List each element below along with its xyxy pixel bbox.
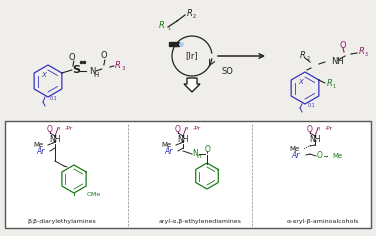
Text: 1: 1	[333, 84, 336, 88]
Text: NH: NH	[331, 58, 344, 67]
Text: n: n	[185, 126, 189, 131]
Text: O: O	[307, 126, 313, 135]
Text: R: R	[115, 62, 121, 71]
Text: X: X	[299, 79, 303, 85]
Text: R: R	[159, 21, 165, 30]
Text: 3: 3	[365, 52, 368, 58]
Text: R: R	[187, 8, 193, 17]
Bar	[5, 121, 371, 228]
Text: S: S	[72, 65, 80, 75]
Text: H: H	[93, 72, 99, 78]
Text: R: R	[327, 80, 333, 88]
Text: NH: NH	[49, 135, 61, 143]
Text: Me: Me	[162, 142, 172, 148]
Polygon shape	[184, 78, 200, 92]
Text: -Pr: -Pr	[65, 126, 73, 131]
Text: 3: 3	[121, 66, 124, 71]
Text: Me: Me	[290, 146, 300, 152]
Text: 2: 2	[193, 13, 196, 18]
Text: N: N	[89, 67, 95, 76]
Text: -Pr: -Pr	[193, 126, 202, 131]
Text: R: R	[359, 47, 365, 56]
Text: Me: Me	[332, 153, 342, 159]
Text: [Ir]: [Ir]	[186, 51, 198, 60]
Text: Ar: Ar	[36, 147, 45, 156]
Text: 1: 1	[167, 26, 170, 31]
Text: N: N	[192, 149, 198, 159]
Text: O: O	[47, 126, 53, 135]
Text: O: O	[175, 126, 181, 135]
Text: O: O	[340, 41, 346, 50]
Text: Me: Me	[34, 142, 44, 148]
Text: n: n	[317, 126, 321, 131]
Text: Ar: Ar	[292, 151, 300, 160]
Text: 0,1: 0,1	[307, 103, 315, 108]
Text: aryl-α,β-ethylenediamines: aryl-α,β-ethylenediamines	[159, 219, 241, 224]
Text: OMe: OMe	[87, 192, 101, 197]
Polygon shape	[169, 42, 179, 46]
Text: -Pr: -Pr	[325, 126, 334, 131]
Text: 0,1: 0,1	[49, 96, 57, 101]
Text: X: X	[42, 72, 46, 78]
Text: SO: SO	[222, 67, 234, 76]
Text: Ar: Ar	[165, 147, 173, 156]
Text: O: O	[68, 52, 75, 62]
Text: NH: NH	[309, 135, 321, 143]
Text: n: n	[57, 126, 61, 131]
Text: β,β-diarylethylamines: β,β-diarylethylamines	[27, 219, 96, 224]
Text: O: O	[205, 146, 211, 155]
Text: 2: 2	[306, 56, 309, 62]
Text: NH: NH	[177, 135, 189, 143]
Text: O: O	[100, 51, 107, 60]
Text: R: R	[300, 51, 306, 60]
Text: O: O	[317, 152, 323, 160]
Text: H: H	[197, 155, 202, 160]
Text: α-aryl-β-aminoalcohols: α-aryl-β-aminoalcohols	[287, 219, 359, 224]
